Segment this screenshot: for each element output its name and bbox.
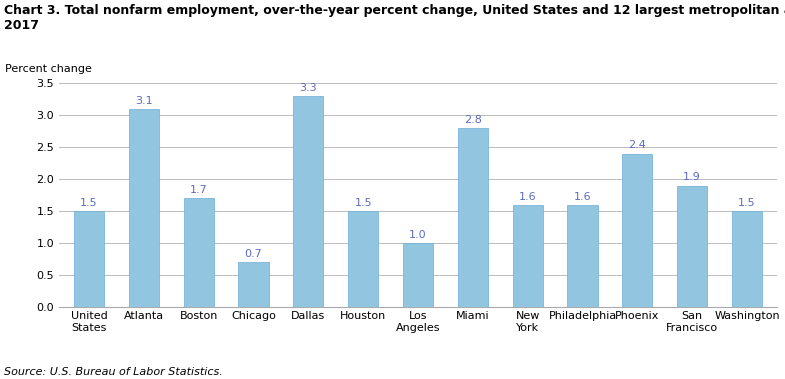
Text: 1.6: 1.6 [574, 191, 591, 202]
Text: Source: U.S. Bureau of Labor Statistics.: Source: U.S. Bureau of Labor Statistics. [4, 367, 223, 377]
Text: 2.4: 2.4 [629, 141, 646, 150]
Bar [403, 243, 433, 307]
Bar [129, 109, 159, 307]
Bar [732, 211, 762, 307]
Text: 1.5: 1.5 [738, 198, 756, 208]
Text: 0.7: 0.7 [245, 249, 262, 259]
Text: 3.1: 3.1 [135, 96, 152, 106]
Text: 1.0: 1.0 [409, 230, 427, 240]
Text: 3.3: 3.3 [300, 83, 317, 93]
Text: 1.7: 1.7 [190, 185, 207, 195]
Bar [74, 211, 104, 307]
Text: Chart 3. Total nonfarm employment, over-the-year percent change, United States a: Chart 3. Total nonfarm employment, over-… [4, 4, 785, 32]
Bar [623, 153, 652, 307]
Text: 1.5: 1.5 [80, 198, 98, 208]
Bar [184, 198, 214, 307]
Bar [568, 205, 597, 307]
Bar [294, 96, 323, 307]
Bar [458, 128, 488, 307]
Bar [348, 211, 378, 307]
Text: 1.9: 1.9 [683, 172, 701, 182]
Text: Percent change: Percent change [5, 64, 92, 74]
Bar [677, 186, 707, 307]
Text: 1.5: 1.5 [354, 198, 372, 208]
Text: 2.8: 2.8 [464, 115, 482, 125]
Bar [239, 262, 268, 307]
Bar [513, 205, 542, 307]
Text: 1.6: 1.6 [519, 191, 536, 202]
